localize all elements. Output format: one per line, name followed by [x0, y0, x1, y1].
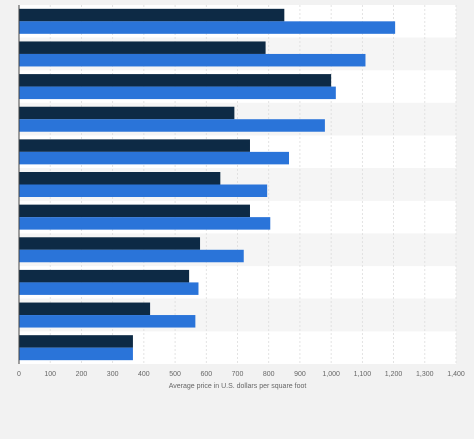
bar-series-1[interactable] [19, 302, 151, 316]
x-tick-label: 500 [169, 371, 181, 378]
bar-series-1[interactable] [19, 106, 235, 120]
bar-series-2[interactable] [19, 86, 336, 100]
bar-series-2[interactable] [19, 217, 271, 230]
x-tick-label: 300 [107, 371, 119, 378]
bar-series-1[interactable] [19, 8, 285, 22]
x-tick-label: 1,100 [354, 371, 372, 378]
bar-series-1[interactable] [19, 237, 201, 250]
x-tick-label: 600 [200, 371, 212, 378]
bar-series-1[interactable] [19, 41, 266, 54]
bar-series-2[interactable] [19, 53, 366, 67]
bar-series-1[interactable] [19, 269, 190, 283]
x-tick-label: 100 [44, 371, 56, 378]
x-tick-labels: 0 100 200 300 400 500 600 700 800 900 1,000 1,100 1,… [17, 371, 465, 378]
bar-series-2[interactable] [19, 249, 244, 263]
x-tick-label: 1,000 [322, 371, 340, 378]
x-tick-label: 900 [294, 371, 306, 378]
bar-series-2[interactable] [19, 315, 196, 328]
bar-series-2[interactable] [19, 347, 133, 361]
bar-series-2[interactable] [19, 151, 290, 165]
x-tick-label: 700 [232, 371, 244, 378]
x-tick-label: 400 [138, 371, 150, 378]
bar-series-1[interactable] [19, 139, 250, 152]
bar-series-2[interactable] [19, 184, 268, 198]
bars [19, 8, 396, 361]
bar-series-2[interactable] [19, 21, 396, 34]
x-tick-label: 200 [76, 371, 88, 378]
bar-series-2[interactable] [19, 282, 199, 295]
x-tick-label: 1,200 [385, 371, 403, 378]
bar-series-2[interactable] [19, 119, 325, 132]
bar-series-1[interactable] [19, 172, 221, 185]
x-axis-label: Average price in U.S. dollars per square… [169, 383, 307, 390]
x-tick-label: 1,300 [416, 371, 434, 378]
bar-series-1[interactable] [19, 335, 133, 348]
x-tick-label: 0 [17, 371, 21, 378]
x-tick-label: 1,400 [447, 371, 465, 378]
x-tick-label: 800 [263, 371, 275, 378]
bar-series-1[interactable] [19, 74, 332, 87]
bar-series-1[interactable] [19, 204, 250, 218]
